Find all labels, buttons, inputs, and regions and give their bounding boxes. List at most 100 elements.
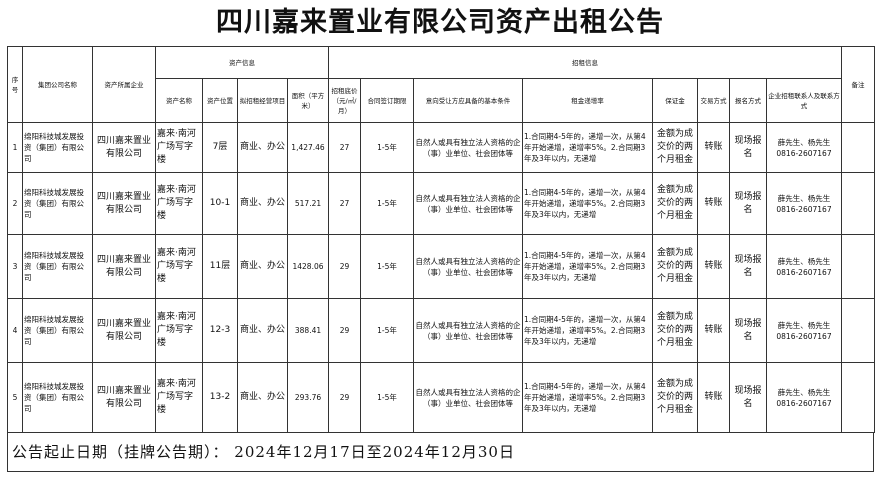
- cell-deposit: 金额为成交价的两个月租金: [652, 298, 698, 363]
- cell-base-price: 27: [328, 172, 361, 235]
- header-increase: 租金递增率: [522, 78, 653, 123]
- table-row: 1 绵阳科技城发展投资（集团）有限公司 四川嘉来置业有限公司 嘉来·南河广场写字楼 7层…: [7, 122, 875, 173]
- header-remark: 备注: [841, 46, 875, 123]
- header-rent-info: 招租信息: [328, 46, 842, 79]
- announcement-period: 公告起止日期（挂牌公告期）： 2024年12月17日至2024年12月30日: [7, 432, 874, 472]
- cell-contact: 薛先生、杨先生 0816-2607167: [766, 122, 842, 173]
- header-signup: 报名方式: [729, 78, 767, 123]
- cell-contract-term: 1-5年: [360, 298, 414, 363]
- cell-group-name: 绵阳科技城发展投资（集团）有限公司: [22, 298, 93, 363]
- header-asset-name: 资产名称: [155, 78, 203, 123]
- cell-signup-method: 现场报名: [729, 122, 767, 173]
- cell-area: 293.76: [287, 362, 329, 433]
- cell-remark: [841, 362, 875, 433]
- cell-owner-company: 四川嘉来置业有限公司: [92, 362, 156, 433]
- header-seq: 序号: [7, 46, 23, 123]
- cell-remark: [841, 172, 875, 235]
- cell-signup-method: 现场报名: [729, 362, 767, 433]
- cell-base-price: 29: [328, 298, 361, 363]
- cell-asset-name: 嘉来·南河广场写字楼: [155, 234, 203, 299]
- cell-asset-location: 10-1: [202, 172, 238, 235]
- table-row: 5 绵阳科技城发展投资（集团）有限公司 四川嘉来置业有限公司 嘉来·南河广场写字楼 13…: [7, 362, 875, 433]
- table-row: 4 绵阳科技城发展投资（集团）有限公司 四川嘉来置业有限公司 嘉来·南河广场写字楼 12…: [7, 298, 875, 363]
- cell-trade-method: 转账: [697, 122, 730, 173]
- cell-conditions: 自然人或具有独立法人资格的企（事）业单位、社会团体等: [413, 362, 523, 433]
- cell-area: 388.41: [287, 298, 329, 363]
- cell-seq: 1: [7, 122, 23, 173]
- cell-base-price: 29: [328, 362, 361, 433]
- cell-remark: [841, 234, 875, 299]
- cell-business-type: 商业、办公: [237, 362, 288, 433]
- cell-base-price: 27: [328, 122, 361, 173]
- table-row: 3 绵阳科技城发展投资（集团）有限公司 四川嘉来置业有限公司 嘉来·南河广场写字楼 11…: [7, 234, 875, 299]
- cell-conditions: 自然人或具有独立法人资格的企（事）业单位、社会团体等: [413, 172, 523, 235]
- header-asset-location: 资产位置: [202, 78, 238, 123]
- header-conditions: 意向受让方应具备的基本条件: [413, 78, 523, 123]
- cell-business-type: 商业、办公: [237, 172, 288, 235]
- cell-asset-location: 7层: [202, 122, 238, 173]
- cell-business-type: 商业、办公: [237, 298, 288, 363]
- cell-area: 517.21: [287, 172, 329, 235]
- cell-asset-name: 嘉来·南河广场写字楼: [155, 362, 203, 433]
- cell-asset-name: 嘉来·南河广场写字楼: [155, 298, 203, 363]
- cell-signup-method: 现场报名: [729, 298, 767, 363]
- cell-contact: 薛先生、杨先生 0816-2607167: [766, 298, 842, 363]
- header-area: 面积（平方米）: [287, 78, 329, 123]
- cell-business-type: 商业、办公: [237, 234, 288, 299]
- cell-contact: 薛先生、杨先生 0816-2607167: [766, 172, 842, 235]
- cell-asset-location: 13-2: [202, 362, 238, 433]
- cell-group-name: 绵阳科技城发展投资（集团）有限公司: [22, 122, 93, 173]
- cell-contact: 薛先生、杨先生 0816-2607167: [766, 362, 842, 433]
- cell-contact: 薛先生、杨先生 0816-2607167: [766, 234, 842, 299]
- table-row: 2 绵阳科技城发展投资（集团）有限公司 四川嘉来置业有限公司 嘉来·南河广场写字楼 10…: [7, 172, 875, 235]
- cell-seq: 3: [7, 234, 23, 299]
- header-deposit: 保证金: [652, 78, 698, 123]
- asset-lease-table: 序号 集团公司名称 资产所属企业 资产信息 招租信息 备注 资产名称 资产位置 …: [7, 46, 875, 433]
- cell-area: 1,427.46: [287, 122, 329, 173]
- cell-deposit: 金额为成交价的两个月租金: [652, 234, 698, 299]
- cell-trade-method: 转账: [697, 234, 730, 299]
- cell-deposit: 金额为成交价的两个月租金: [652, 122, 698, 173]
- cell-conditions: 自然人或具有独立法人资格的企（事）业单位、社会团体等: [413, 122, 523, 173]
- cell-trade-method: 转账: [697, 298, 730, 363]
- cell-group-name: 绵阳科技城发展投资（集团）有限公司: [22, 234, 93, 299]
- cell-deposit: 金额为成交价的两个月租金: [652, 362, 698, 433]
- cell-asset-name: 嘉来·南河广场写字楼: [155, 172, 203, 235]
- cell-contract-term: 1-5年: [360, 172, 414, 235]
- cell-rent-increase: 1.合同期4-5年的，递增一次，从第4年开始递增，递增率5%。2.合同期3年及3…: [522, 234, 653, 299]
- header-term: 合同签订期限: [360, 78, 414, 123]
- cell-contract-term: 1-5年: [360, 362, 414, 433]
- header-trade: 交易方式: [697, 78, 730, 123]
- cell-remark: [841, 122, 875, 173]
- cell-owner-company: 四川嘉来置业有限公司: [92, 298, 156, 363]
- cell-signup-method: 现场报名: [729, 234, 767, 299]
- cell-area: 1428.06: [287, 234, 329, 299]
- cell-owner-company: 四川嘉来置业有限公司: [92, 172, 156, 235]
- cell-group-name: 绵阳科技城发展投资（集团）有限公司: [22, 172, 93, 235]
- header-group: 集团公司名称: [22, 46, 93, 123]
- cell-business-type: 商业、办公: [237, 122, 288, 173]
- cell-rent-increase: 1.合同期4-5年的，递增一次，从第4年开始递增，递增率5%。2.合同期3年及3…: [522, 362, 653, 433]
- cell-owner-company: 四川嘉来置业有限公司: [92, 122, 156, 173]
- cell-seq: 4: [7, 298, 23, 363]
- header-asset-info: 资产信息: [155, 46, 329, 79]
- cell-remark: [841, 298, 875, 363]
- cell-trade-method: 转账: [697, 172, 730, 235]
- cell-contract-term: 1-5年: [360, 234, 414, 299]
- cell-signup-method: 现场报名: [729, 172, 767, 235]
- header-owner: 资产所属企业: [92, 46, 156, 123]
- cell-conditions: 自然人或具有独立法人资格的企（事）业单位、社会团体等: [413, 298, 523, 363]
- cell-deposit: 金额为成交价的两个月租金: [652, 172, 698, 235]
- cell-group-name: 绵阳科技城发展投资（集团）有限公司: [22, 362, 93, 433]
- cell-asset-name: 嘉来·南河广场写字楼: [155, 122, 203, 173]
- cell-asset-location: 11层: [202, 234, 238, 299]
- cell-seq: 2: [7, 172, 23, 235]
- cell-asset-location: 12-3: [202, 298, 238, 363]
- header-contact: 企业招租联系人及联系方式: [766, 78, 842, 123]
- cell-seq: 5: [7, 362, 23, 433]
- cell-trade-method: 转账: [697, 362, 730, 433]
- page-title: 四川嘉来置业有限公司资产出租公告: [216, 7, 664, 38]
- cell-rent-increase: 1.合同期4-5年的，递增一次，从第4年开始递增，递增率5%。2.合同期3年及3…: [522, 122, 653, 173]
- table-body: 1 绵阳科技城发展投资（集团）有限公司 四川嘉来置业有限公司 嘉来·南河广场写字楼 7层…: [7, 122, 875, 433]
- cell-conditions: 自然人或具有独立法人资格的企（事）业单位、社会团体等: [413, 234, 523, 299]
